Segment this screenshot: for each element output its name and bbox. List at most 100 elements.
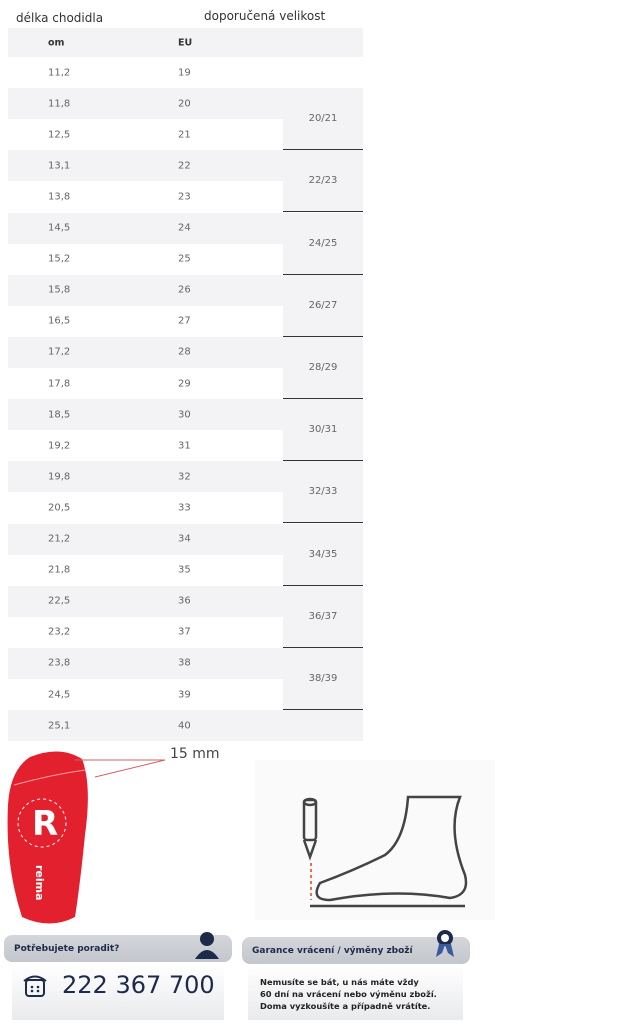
table-row: 23,2 37 [8, 617, 283, 648]
cell-cm: 19,8 [48, 471, 71, 483]
table-row: 21,8 35 [8, 555, 283, 586]
support-header: Potřebujete poradit? [4, 932, 232, 962]
cell-cm: 15,8 [48, 284, 71, 296]
headset-user-icon [195, 932, 219, 959]
cell-cm: 11,8 [48, 98, 71, 110]
cell-cm: 21,2 [48, 533, 71, 545]
cell-eu: 37 [178, 626, 191, 638]
cell-eu: 23 [178, 191, 191, 203]
cell-cm: 23,2 [48, 626, 71, 638]
returns-line-2: 60 dní na vrácení nebo výměnu zboží. [260, 989, 437, 999]
table-row: 14,5 24 [8, 212, 283, 244]
recommended-size-cell: 24/25 [283, 212, 363, 275]
cell-eu: 31 [178, 440, 191, 452]
cell-cm: 14,5 [48, 222, 71, 234]
table-row: 25,1 40 [8, 710, 283, 742]
table-row: 16,5 27 [8, 306, 283, 337]
table-row: 11,2 19 [8, 57, 283, 88]
cell-eu: 27 [178, 315, 191, 327]
table-row: 13,1 22 [8, 150, 283, 182]
recommended-size-cell: 26/27 [283, 274, 363, 337]
table-row: 18,5 30 [8, 399, 283, 431]
recommended-size-cell: 20/21 [283, 88, 363, 151]
table-row: 13,8 23 [8, 181, 283, 212]
cell-cm: 13,8 [48, 191, 71, 203]
cell-eu: 20 [178, 98, 191, 110]
cell-eu: 26 [178, 284, 191, 296]
cell-eu: 28 [178, 346, 191, 358]
cell-cm: 17,8 [48, 378, 71, 390]
cell-cm: 23,8 [48, 657, 71, 669]
measure-label: 15 mm [170, 746, 220, 762]
svg-text:reima: reima [33, 865, 46, 901]
table-row: 17,2 28 [8, 336, 283, 368]
returns-header: Garance vrácení / výměny zboží [242, 930, 470, 964]
col-cm: om [48, 37, 65, 48]
insole-image: R reima [7, 751, 166, 924]
recommended-size-cell: 22/23 [283, 150, 363, 213]
cell-eu: 22 [178, 160, 191, 172]
cell-cm: 16,5 [48, 315, 71, 327]
cell-eu: 19 [178, 67, 191, 79]
cell-cm: 22,5 [48, 595, 71, 607]
cell-cm: 17,2 [48, 346, 71, 358]
cell-eu: 34 [178, 533, 191, 545]
phone-icon [23, 975, 47, 997]
table-row: 23,8 38 [8, 647, 283, 679]
phone-panel[interactable]: 222 367 700 [12, 964, 224, 1020]
recommended-size-cell: 38/39 [283, 647, 363, 711]
returns-panel: Nemusíte se bát, u nás máte vždy 60 dní … [248, 964, 463, 1020]
table-row: 15,2 25 [8, 244, 283, 275]
cell-cm: 21,8 [48, 564, 71, 576]
cell-cm: 15,2 [48, 253, 71, 265]
recommended-size-cell: 36/37 [283, 585, 363, 648]
table-row: 19,8 32 [8, 461, 283, 493]
table-row: 11,8 20 [8, 88, 283, 120]
returns-line-1: Nemusíte se bát, u nás máte vždy [260, 977, 419, 987]
phone-number[interactable]: 222 367 700 [62, 971, 215, 999]
cell-eu: 40 [178, 720, 191, 732]
table-header: om EU [8, 28, 363, 57]
returns-line-3: Doma vyzkoušíte a případně vrátíte. [260, 1001, 431, 1011]
cell-eu: 29 [178, 378, 191, 390]
cell-cm: 18,5 [48, 409, 71, 421]
recommended-size-cell: 32/33 [283, 461, 363, 524]
cell-cm: 12,5 [48, 129, 71, 141]
recommended-size-heading: doporučená velikost [204, 9, 326, 23]
cell-eu: 30 [178, 409, 191, 421]
support-title: Potřebujete poradit? [14, 943, 120, 954]
table-row: 17,8 29 [8, 368, 283, 399]
recommended-size-cell: 28/29 [283, 336, 363, 400]
cell-eu: 33 [178, 502, 191, 514]
cell-eu: 24 [178, 222, 191, 234]
cell-cm: 19,2 [48, 440, 71, 452]
table-row: 20,5 33 [8, 492, 283, 523]
foot-measure-illustration [255, 760, 495, 920]
returns-title: Garance vrácení / výměny zboží [252, 945, 413, 956]
table-row: 24,5 39 [8, 679, 283, 710]
cell-eu: 38 [178, 657, 191, 669]
cell-eu: 39 [178, 689, 191, 701]
cell-eu: 25 [178, 253, 191, 265]
recommended-size-cell: 34/35 [283, 523, 363, 586]
svg-text:R: R [32, 804, 58, 844]
foot-length-heading: délka chodidla [16, 11, 104, 25]
award-badge-icon [436, 930, 454, 957]
cell-cm: 25,1 [48, 720, 71, 732]
table-row: 22,5 36 [8, 585, 283, 617]
recommended-size-cell: 30/31 [283, 399, 363, 462]
cell-eu: 32 [178, 471, 191, 483]
cell-cm: 20,5 [48, 502, 71, 514]
cell-eu: 36 [178, 595, 191, 607]
table-row: 19,2 31 [8, 430, 283, 461]
table-row: 15,8 26 [8, 274, 283, 306]
cell-cm: 11,2 [48, 67, 71, 79]
table-row: 12,5 21 [8, 119, 283, 150]
table-row: 21,2 34 [8, 523, 283, 555]
cell-eu: 21 [178, 129, 191, 141]
cell-eu: 35 [178, 564, 191, 576]
col-eu: EU [178, 37, 193, 48]
cell-cm: 13,1 [48, 160, 71, 172]
recommended-size-empty [283, 710, 363, 742]
cell-cm: 24,5 [48, 689, 71, 701]
